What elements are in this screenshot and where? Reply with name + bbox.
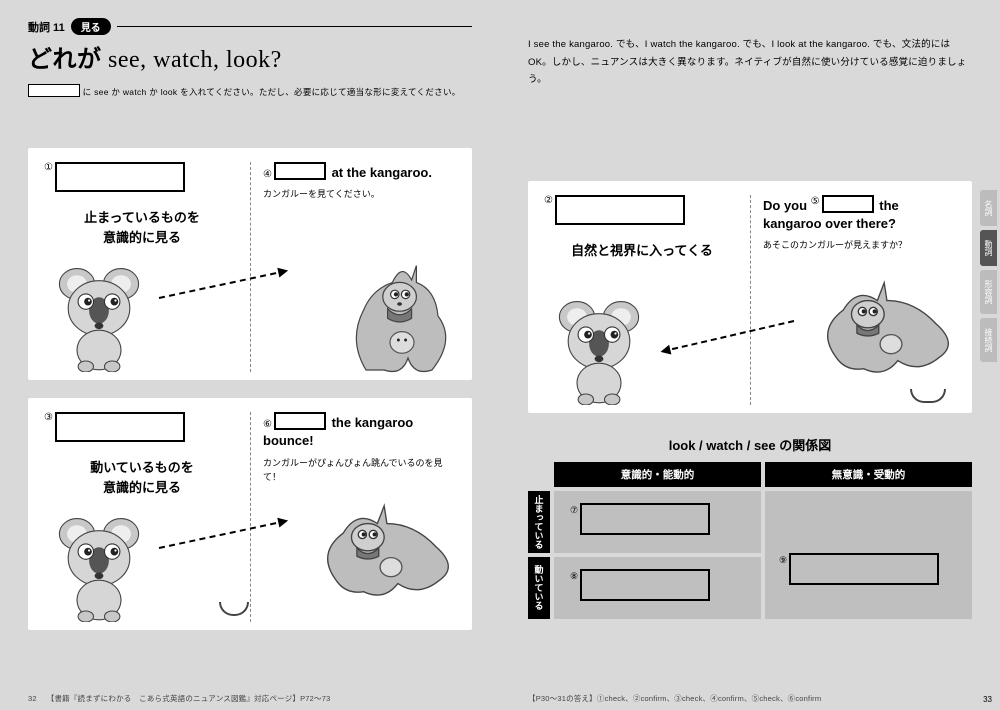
rel-row-a: 止まっている (528, 491, 550, 553)
card2-en: Do you ⑤ the kangaroo over there? (763, 195, 956, 233)
rel-row-b: 動いている (528, 557, 550, 619)
relationship-diagram: 意識的・能動的 無意識・受動的 止まっている 動いている ⑦ ⑨ ⑧ (528, 462, 972, 619)
tab-conj[interactable]: 接続詞 (980, 318, 997, 362)
kangaroo-jump-icon (316, 499, 466, 608)
card2-num-right: ⑤ (811, 196, 820, 207)
dashed-arrow-icon (159, 270, 287, 299)
rel-col-a: 意識的・能動的 (554, 462, 761, 487)
instruction-body: に see か watch か look を入れてください。ただし、必要に応じて… (83, 87, 461, 97)
side-tabs: 名詞 動詞 形容詞 接続詞 (980, 190, 1000, 366)
tab-verb[interactable]: 動詞 (980, 230, 997, 266)
rel-blank-8[interactable] (580, 569, 710, 601)
page-title: どれが see, watch, look? (28, 39, 472, 74)
card-1: ① 止まっているものを意識的に見る ④ at the kangaroo. カンガ… (28, 148, 472, 380)
card3-num-right: ⑥ (263, 419, 272, 430)
category-pill: 見る (71, 18, 111, 35)
card1-num-left: ① (44, 163, 53, 173)
page-right: I see the kangaroo. でも、I watch the kanga… (500, 0, 1000, 710)
card1-en-post: at the kangaroo. (328, 165, 432, 180)
rule-line (117, 26, 472, 28)
title-jp: どれが (28, 46, 102, 73)
rel-blank-9[interactable] (789, 553, 939, 585)
card3-en: ⑥ the kangaroo bounce! (263, 412, 456, 450)
card1-num-right: ④ (263, 169, 272, 180)
rel-num-7: ⑦ (570, 505, 578, 516)
page-number-left: 32 (28, 694, 37, 703)
kangaroo-icon (342, 256, 462, 376)
card3-num-left: ③ (44, 413, 53, 423)
card-3: ③ 動いているものを意識的に見る ⑥ the kangaroo bounce! … (28, 398, 472, 630)
card1-blank-right[interactable] (274, 162, 326, 180)
rel-num-8: ⑧ (570, 571, 578, 582)
koala-icon (544, 295, 654, 405)
card2-blank-right[interactable] (822, 195, 874, 213)
card2-illustration (544, 285, 956, 405)
card1-jp-sub: カンガルーを見てください。 (263, 187, 456, 201)
kicker-category: 動詞 11 (28, 19, 65, 35)
kicker-row: 動詞 11 見る (28, 18, 472, 35)
card3-jp-sub: カンガルーがぴょんぴょん跳んでいるのを見て！ (263, 456, 456, 485)
rel-col-b: 無意識・受動的 (765, 462, 972, 487)
footer-left-text: 【書籍『読まずにわかる こあら式英語のニュアンス図鑑』対応ページ】P72〜73 (47, 694, 331, 703)
footer-right: 【P30〜31の答え】①check、②confirm、③check、④confi… (528, 693, 821, 704)
instruction-text: に see か watch か look を入れてください。ただし、必要に応じて… (28, 84, 472, 100)
card2-jp-sub: あそこのカンガルーが見えますか？ (763, 238, 956, 252)
rel-num-9: ⑨ (779, 555, 787, 566)
card3-blank-left[interactable] (55, 412, 185, 442)
tab-adj[interactable]: 形容詞 (980, 270, 997, 314)
rel-blank-7[interactable] (580, 503, 710, 535)
rel-cell-right: ⑨ (765, 491, 972, 619)
instruction-blank (28, 84, 80, 97)
koala-icon (44, 262, 154, 372)
tab-noun[interactable]: 名詞 (980, 190, 997, 226)
card1-jp-left: 止まっているものを意識的に見る (44, 208, 240, 247)
card2-blank-left[interactable] (555, 195, 685, 225)
card3-illustration (44, 502, 456, 622)
rel-cell-bl: ⑧ (554, 557, 761, 619)
kangaroo-jump-icon (816, 276, 966, 385)
title-en: see, watch, look? (102, 47, 282, 73)
relationship-title: look / watch / see の関係図 (528, 435, 972, 454)
card-2: ② 自然と視界に入ってくる Do you ⑤ the kangaroo over… (528, 181, 972, 413)
footer-left: 32 【書籍『読まずにわかる こあら式英語のニュアンス図鑑』対応ページ】P72〜7… (28, 693, 331, 704)
bounce-arc-icon (910, 389, 946, 403)
footer-right-text: 【P30〜31の答え】①check、②confirm、③check、④confi… (528, 694, 821, 703)
dashed-arrow-icon (159, 520, 287, 549)
koala-icon (44, 512, 154, 622)
card2-jp-left: 自然と視界に入ってくる (544, 241, 740, 261)
card3-jp-left: 動いているものを意識的に見る (44, 458, 240, 497)
card1-blank-left[interactable] (55, 162, 185, 192)
intro-text: I see the kangaroo. でも、I watch the kanga… (528, 36, 972, 89)
page-left: 動詞 11 見る どれが see, watch, look? に see か w… (0, 0, 500, 710)
card2-num-left: ② (544, 196, 553, 206)
bounce-arc-icon (219, 602, 249, 616)
page-number-right: 33 (983, 695, 992, 704)
card2-en-pre: Do you (763, 198, 811, 213)
card1-illustration (44, 252, 456, 372)
dashed-arrow-icon (662, 320, 794, 352)
rel-cell-tl: ⑦ (554, 491, 761, 553)
card3-blank-right[interactable] (274, 412, 326, 430)
card1-en: ④ at the kangaroo. (263, 162, 456, 182)
